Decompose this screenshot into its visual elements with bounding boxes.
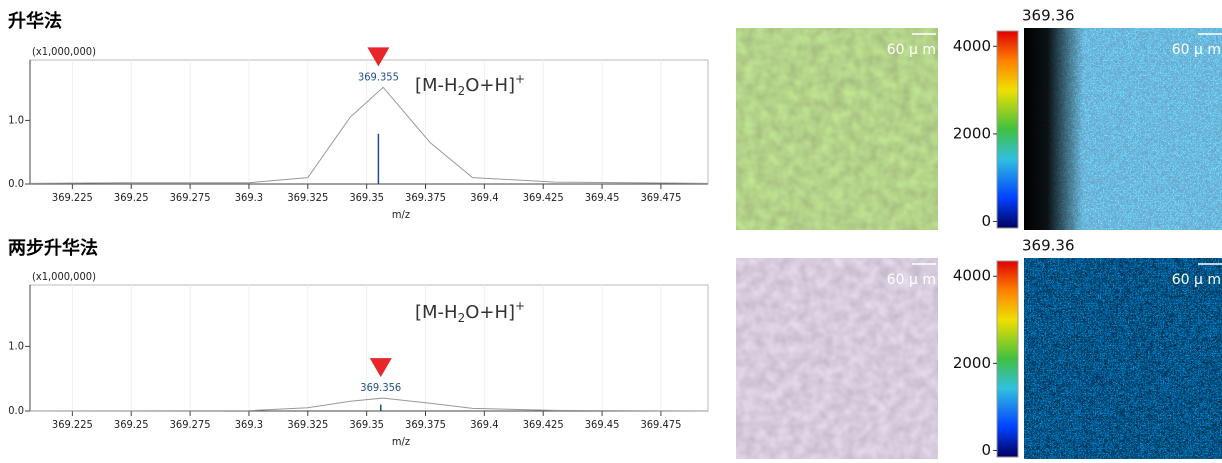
scale-bar-label: 60 μ m	[1172, 272, 1221, 288]
x-tick-label: 369.225	[52, 191, 93, 204]
micrograph	[736, 258, 938, 459]
peak-marker	[367, 47, 389, 66]
x-tick-label: 369.4	[470, 418, 498, 431]
x-tick-label: 369.275	[170, 418, 211, 431]
x-tick-label: 369.375	[405, 191, 446, 204]
scale-bar-label: 60 μ m	[1172, 42, 1221, 58]
annotation-part: O+H]	[465, 75, 515, 96]
scale-bar-label: 60 μ m	[887, 272, 936, 288]
peak-label: 369.355	[358, 70, 399, 83]
x-tick-label: 369.35	[349, 191, 384, 204]
y-tick-label: 1.0	[8, 339, 24, 352]
colorbar-tick-label: 4000	[953, 267, 991, 285]
colorbar-tick-label: 0	[981, 212, 991, 230]
x-tick-label: 369.35	[349, 418, 384, 431]
x-tick-label: 369.475	[640, 191, 681, 204]
chart-title: 升华法	[8, 10, 62, 32]
x-axis-label: m/z	[392, 208, 410, 221]
peak-label: 369.356	[360, 381, 401, 394]
annotation: [M-H2O+H]+	[415, 72, 525, 98]
x-tick-label: 369.45	[585, 191, 620, 204]
y-tick-label: 1.0	[8, 113, 24, 126]
x-tick-label: 369.4	[470, 191, 498, 204]
x-axis-label: m/z	[392, 435, 410, 448]
colorbar-tick-label: 4000	[953, 37, 991, 55]
ion-image-shade	[1024, 28, 1222, 230]
x-tick-label: 369.375	[405, 418, 446, 431]
colorbar	[997, 261, 1018, 457]
annotation-part: [M-H	[415, 75, 458, 96]
annotation: [M-H2O+H]+	[415, 299, 525, 325]
annotation-part: [M-H	[415, 302, 458, 323]
chart-title: 两步升华法	[8, 237, 98, 259]
colorbar-tick-label: 2000	[953, 354, 991, 372]
annotation-part: 2	[458, 311, 466, 325]
x-tick-label: 369.425	[523, 418, 564, 431]
peak-marker	[370, 358, 392, 377]
multiplier-label: (x1,000,000)	[32, 270, 96, 283]
mz-label: 369.36	[1022, 237, 1075, 255]
y-tick-label: 0.0	[8, 177, 24, 190]
annotation-part: +	[515, 299, 525, 313]
scale-bar-label: 60 μ m	[887, 42, 936, 58]
ion-image	[1024, 258, 1222, 459]
x-tick-label: 369.275	[170, 191, 211, 204]
x-tick-label: 369.3	[235, 418, 263, 431]
mz-label: 369.36	[1022, 7, 1075, 25]
x-tick-label: 369.3	[235, 191, 263, 204]
figure: 升华法 (x1,000,000) 369.225 369.25 369.275 369.3…	[0, 0, 1222, 459]
annotation-part: O+H]	[465, 302, 515, 323]
x-tick-label: 369.425	[523, 191, 564, 204]
colorbar	[997, 31, 1018, 228]
colorbar-tick-label: 0	[981, 441, 991, 459]
x-tick-label: 369.45	[585, 418, 620, 431]
x-tick-label: 369.225	[52, 418, 93, 431]
micrograph	[736, 28, 938, 230]
multiplier-label: (x1,000,000)	[32, 45, 96, 58]
annotation-part: +	[515, 72, 525, 86]
y-tick-label: 0.0	[8, 404, 24, 417]
x-tick-label: 369.25	[114, 191, 149, 204]
x-tick-label: 369.325	[287, 418, 328, 431]
colorbar-tick-label: 2000	[953, 124, 991, 142]
x-tick-label: 369.325	[287, 191, 328, 204]
x-tick-label: 369.475	[640, 418, 681, 431]
x-tick-label: 369.25	[114, 418, 149, 431]
annotation-part: 2	[458, 84, 466, 98]
